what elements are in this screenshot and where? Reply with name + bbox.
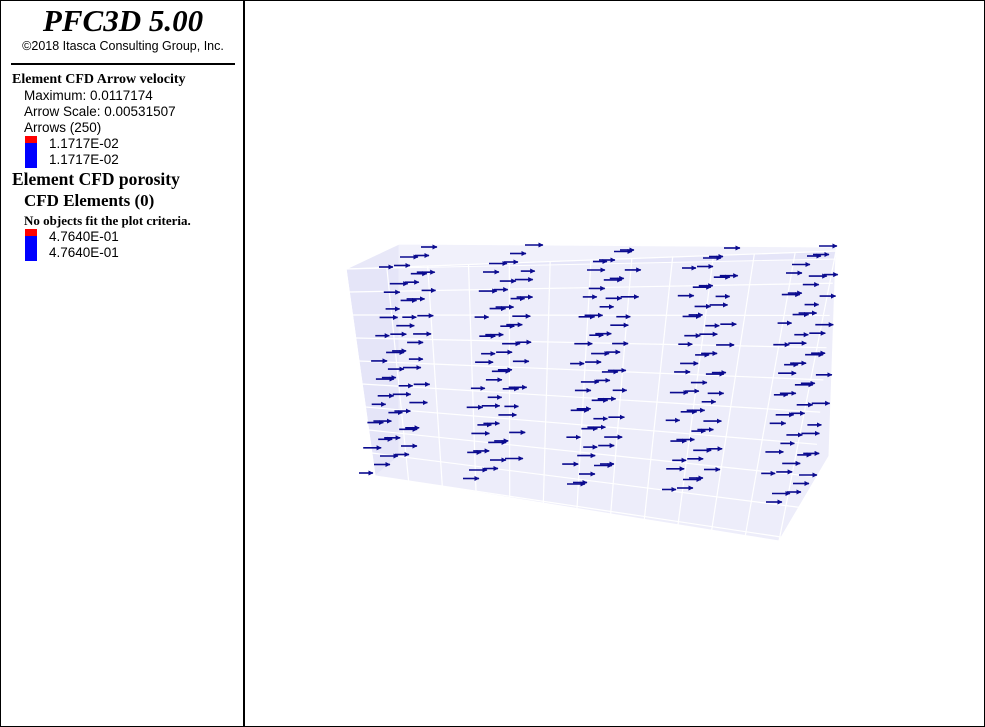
- mesh-front-face: [345, 250, 837, 542]
- mesh-grid-col: [610, 258, 633, 514]
- arrow-maximum: Maximum: 0.0117174: [24, 88, 153, 103]
- legend-panel: PFC3D 5.00 ©2018 Itasca Consulting Group…: [1, 1, 245, 726]
- copyright-text: ©2018 Itasca Consulting Group, Inc.: [22, 39, 224, 53]
- porosity-color-swatch-max: [25, 229, 37, 245]
- mesh-grid-col: [643, 256, 674, 520]
- arrow-scale: Arrow Scale: 0.00531507: [24, 104, 176, 119]
- mesh-grid-row: [371, 452, 811, 510]
- arrow-color-swatch-max: [25, 136, 37, 152]
- mesh-grid-row: [374, 475, 808, 542]
- velocity-arrows: [359, 242, 839, 505]
- mesh-grid-col: [576, 259, 592, 509]
- mesh-grid-col: [345, 268, 376, 477]
- cfd-arrow-plot[interactable]: [247, 1, 983, 725]
- arrow-count: Arrows (250): [24, 120, 102, 135]
- legend-divider: [11, 63, 235, 65]
- mesh-grid-col: [467, 264, 477, 493]
- arrow-color-swatch-min: [25, 152, 37, 168]
- cfd-elements-count: CFD Elements (0): [24, 191, 155, 210]
- cfd-mesh-box: [345, 243, 837, 542]
- mesh-grid-row: [358, 360, 824, 381]
- arrow-range-max: 1.1717E-02: [49, 136, 119, 151]
- porosity-color-swatch-min: [25, 245, 37, 261]
- mesh-grid-col: [711, 253, 755, 531]
- plot-criteria-note: No objects fit the plot criteria.: [24, 213, 191, 228]
- mesh-grid-col: [744, 252, 796, 536]
- mesh-grid-row: [365, 406, 818, 445]
- arrow-velocity-title: Element CFD Arrow velocity: [12, 72, 186, 87]
- mesh-grid-row: [362, 383, 821, 413]
- porosity-range-max: 4.7640E-01: [49, 229, 119, 244]
- porosity-range-min: 4.7640E-01: [49, 245, 119, 260]
- app-title: PFC3D 5.00: [42, 3, 204, 38]
- porosity-title: Element CFD porosity: [12, 169, 180, 189]
- arrow-range-min: 1.1717E-02: [49, 152, 119, 167]
- mesh-grid-col: [427, 265, 443, 487]
- mesh-grid-col: [542, 261, 551, 504]
- 3d-viewport[interactable]: [247, 1, 983, 725]
